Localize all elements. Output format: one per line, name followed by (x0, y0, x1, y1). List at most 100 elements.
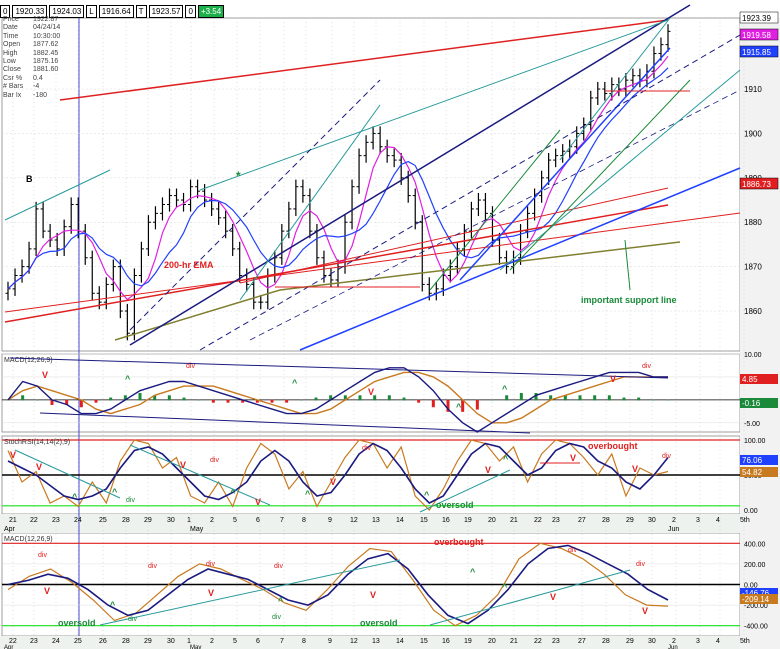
x-month-label: Apr (4, 645, 13, 649)
price-tag-box (739, 177, 779, 190)
x-tick-label: 23 (30, 638, 38, 645)
stoch-marker: ^ (305, 489, 311, 499)
macd1-hist-bar (651, 399, 655, 401)
price-y-tick: 1870 (744, 263, 762, 272)
x-tick-label: 22 (30, 517, 38, 524)
macd2-marker: V (208, 588, 214, 598)
macd1-hist-bar (446, 399, 450, 412)
div-label: div (210, 457, 219, 464)
x-tick-label: 29 (626, 638, 634, 645)
x-tick-label: 12 (350, 638, 358, 645)
date-axis-band-1 (0, 514, 740, 533)
macd1-hist-bar (666, 399, 670, 401)
x-tick-label: 7 (280, 517, 284, 524)
x-tick-label: 20 (488, 638, 496, 645)
div-label: div (642, 363, 651, 370)
info-value: 10:30:00 (33, 32, 61, 40)
info-row: Close 1881.60 (3, 66, 60, 74)
macd2-marker: ^ (110, 600, 116, 610)
stoch-marker: V (10, 450, 16, 460)
x-tick-label: 27 (578, 517, 586, 524)
x-tick-label: 29 (144, 517, 152, 524)
macd1-hist-bar (534, 393, 538, 401)
macd1-trendline (39, 412, 531, 434)
x-month-label: May (190, 645, 201, 649)
x-tick-label: 16 (442, 638, 450, 645)
macd1-hist-bar (241, 399, 245, 403)
x-tick-label: 5 (233, 638, 237, 645)
x-tick-label: 9 (328, 638, 332, 645)
macd1-hist-bar (417, 399, 421, 403)
x-tick-label: 15 (420, 517, 428, 524)
x-tick-label: 2 (210, 638, 214, 645)
price-y-tick: 1910 (744, 85, 762, 94)
macd1-tag: -0.16 (742, 399, 761, 408)
macd2-tag: -146.76 (742, 589, 770, 598)
div-label: div (206, 561, 215, 568)
macd1-tag-box (740, 374, 778, 384)
info-row: Bar Ix -180 (3, 92, 60, 100)
macd1-hist-bar (123, 395, 127, 401)
x-tick-label: 5th (740, 638, 750, 645)
macd2-marker: V (642, 606, 648, 616)
x-tick-label: 29 (626, 517, 634, 524)
macd2-marker: V (44, 586, 50, 596)
stoch-trendline (419, 469, 511, 513)
info-value: 04/24/14 (33, 24, 61, 32)
macd1-marker: V (368, 387, 374, 397)
macd1-tag: 4.85 (742, 375, 758, 384)
macd1-hist-bar (343, 395, 347, 401)
macd2-marker: V (550, 592, 556, 602)
info-value: 1877.62 (33, 41, 59, 49)
right-axis-area (740, 18, 780, 649)
trendline (59, 19, 669, 101)
support-label: important support line (581, 295, 677, 305)
macd1-tag-box (740, 398, 778, 408)
x-tick-label: 28 (602, 517, 610, 524)
trendline (559, 17, 671, 161)
trendline (4, 169, 111, 221)
stoch-marker: ^ (424, 490, 430, 500)
stoch-tag-box (740, 467, 778, 477)
ma-fast-line (7, 55, 669, 301)
macd1-hist-bar (373, 395, 377, 401)
x-tick-label: 19 (464, 638, 472, 645)
div-label: div (274, 563, 283, 570)
info-row: High 1882.45 (3, 50, 60, 58)
info-value: -180 (33, 91, 48, 99)
macd1-hist-bar (226, 399, 230, 403)
price-tag: 1923.39 (742, 14, 771, 23)
macd2-tag: -209.14 (742, 595, 770, 604)
macd1-hist-bar (358, 395, 362, 401)
x-tick-label: 28 (602, 638, 610, 645)
stoch-marker: V (180, 460, 186, 470)
macd1-title: MACD(12,26,9) (4, 357, 53, 364)
macd1-hist-bar (94, 399, 98, 403)
info-value: 0.4 (33, 74, 43, 82)
macd1-hist-bar (431, 399, 435, 408)
macd1-hist-bar (387, 395, 391, 401)
macd1-hist-bar (211, 399, 215, 403)
low-price-box: 1916.64 (98, 5, 134, 18)
x-month-label: Jun (668, 526, 679, 533)
x-tick-label: 4 (716, 638, 720, 645)
x-tick-label: 20 (488, 517, 496, 524)
x-tick-label: 16 (442, 517, 450, 524)
ma-slow-line (7, 67, 669, 290)
x-tick-label: 30 (648, 517, 656, 524)
macd1-hist-bar (519, 393, 523, 401)
macd1-marker: V (42, 370, 48, 380)
symbol-box[interactable]: 0 (0, 5, 11, 18)
x-month-label: Jun (668, 645, 678, 649)
x-tick-label: 1 (187, 638, 191, 645)
macd2-y-tick: 200.00 (744, 562, 766, 569)
x-tick-label: 23 (52, 517, 60, 524)
info-key: Time (3, 32, 19, 40)
macd1-hist-bar (622, 397, 626, 401)
x-tick-label: 23 (552, 517, 560, 524)
macd1-hist-bar (314, 397, 318, 401)
info-row: Csr % 0.4 (3, 75, 60, 83)
macd1-signal-line (7, 371, 668, 424)
x-tick-label: 6 (256, 638, 260, 645)
